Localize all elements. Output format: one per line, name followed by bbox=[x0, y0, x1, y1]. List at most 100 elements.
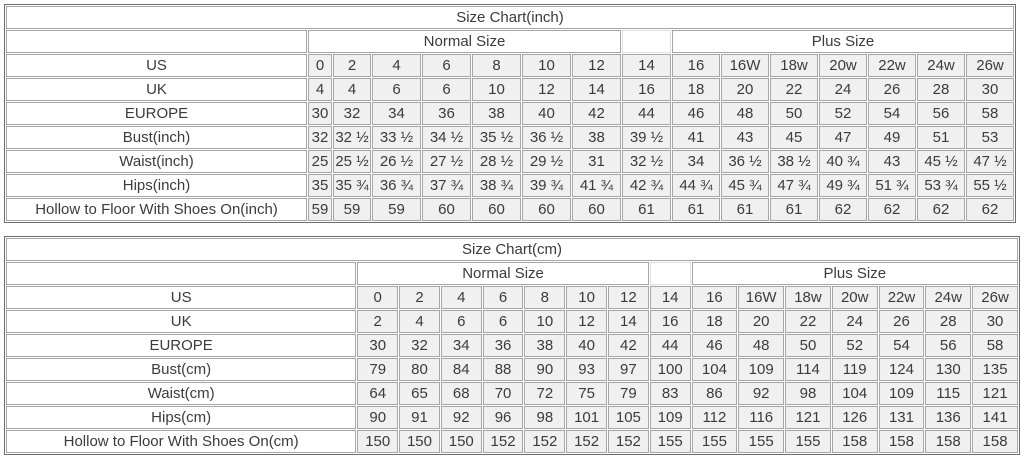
size-cell: 12 bbox=[522, 78, 571, 101]
size-cell: 90 bbox=[524, 358, 566, 381]
size-cell: 0 bbox=[357, 286, 399, 309]
size-cell: 61 bbox=[721, 198, 769, 221]
size-cell: 12 bbox=[608, 286, 649, 309]
size-cell: 37 ¾ bbox=[422, 174, 471, 197]
size-cell: 35 bbox=[308, 174, 332, 197]
size-cell: 20w bbox=[831, 286, 878, 309]
table-row: EUROPE 30 32 34 36 38 40 42 44 46 48 50 52 54 56 58 bbox=[6, 334, 1018, 357]
size-cell: 84 bbox=[440, 358, 482, 381]
size-cell: 31 bbox=[572, 150, 621, 173]
size-cell: 50 bbox=[785, 334, 831, 357]
size-cell: 18w bbox=[770, 54, 818, 77]
size-cell: 79 bbox=[608, 382, 649, 405]
group-header-gap-cell bbox=[649, 262, 691, 285]
size-cell: 72 bbox=[524, 382, 566, 405]
size-cell: 92 bbox=[440, 406, 482, 429]
size-cell: 20 bbox=[738, 310, 785, 333]
table-title: Size Chart(inch) bbox=[6, 6, 1014, 29]
size-cell: 4 bbox=[440, 286, 482, 309]
size-cell: 6 bbox=[440, 310, 482, 333]
size-cell: 70 bbox=[482, 382, 524, 405]
row-label: EUROPE bbox=[6, 102, 307, 125]
size-cell: 48 bbox=[738, 334, 785, 357]
size-cell: 98 bbox=[524, 406, 566, 429]
size-cell: 93 bbox=[566, 358, 607, 381]
size-cell: 55 ½ bbox=[966, 174, 1014, 197]
size-cell: 42 ¾ bbox=[622, 174, 671, 197]
size-cell: 24w bbox=[925, 286, 972, 309]
size-cell: 59 bbox=[308, 198, 332, 221]
size-cell: 40 bbox=[522, 102, 571, 125]
cm-table-body: Size Chart(cm) Normal Size Plus Size US 0 2 4 6… bbox=[6, 238, 1018, 453]
size-cell: 119 bbox=[831, 358, 878, 381]
size-cell: 58 bbox=[972, 334, 1018, 357]
size-cell: 10 bbox=[522, 54, 571, 77]
size-cell: 35 ½ bbox=[472, 126, 521, 149]
row-label: Hollow to Floor With Shoes On(inch) bbox=[6, 198, 307, 221]
size-cell: 18 bbox=[691, 310, 738, 333]
size-cell: 121 bbox=[785, 406, 831, 429]
size-cell: 79 bbox=[357, 358, 399, 381]
size-cell: 20w bbox=[819, 54, 867, 77]
size-cell: 14 bbox=[622, 54, 671, 77]
size-cell: 53 ¾ bbox=[917, 174, 965, 197]
size-cell: 92 bbox=[738, 382, 785, 405]
size-cell: 60 bbox=[522, 198, 571, 221]
size-cell: 30 bbox=[357, 334, 399, 357]
row-label: Hips(inch) bbox=[6, 174, 307, 197]
size-cell: 135 bbox=[972, 358, 1018, 381]
size-cell: 83 bbox=[649, 382, 691, 405]
row-label: Hips(cm) bbox=[6, 406, 357, 429]
size-cell: 32 bbox=[308, 126, 332, 149]
size-cell: 46 bbox=[691, 334, 738, 357]
size-cell: 14 bbox=[649, 286, 691, 309]
size-cell: 43 bbox=[721, 126, 769, 149]
group-header-gap-cell bbox=[622, 30, 671, 53]
size-cell: 32 bbox=[333, 102, 371, 125]
group-header-normal: Normal Size bbox=[357, 262, 649, 285]
size-cell: 18 bbox=[672, 78, 720, 101]
size-cell: 155 bbox=[785, 430, 831, 453]
size-cell: 2 bbox=[357, 310, 399, 333]
size-cell: 36 bbox=[482, 334, 524, 357]
size-cell: 24w bbox=[917, 54, 965, 77]
group-header-plus: Plus Size bbox=[691, 262, 1018, 285]
size-cell: 90 bbox=[357, 406, 399, 429]
row-label-blank bbox=[6, 30, 307, 53]
size-cell: 14 bbox=[572, 78, 621, 101]
size-cell: 47 bbox=[819, 126, 867, 149]
size-cell: 136 bbox=[925, 406, 972, 429]
size-cell: 152 bbox=[482, 430, 524, 453]
size-cell: 27 ½ bbox=[422, 150, 471, 173]
row-label: EUROPE bbox=[6, 334, 357, 357]
row-label: Bust(cm) bbox=[6, 358, 357, 381]
size-cell: 54 bbox=[878, 334, 925, 357]
size-cell: 109 bbox=[738, 358, 785, 381]
size-cell: 152 bbox=[608, 430, 649, 453]
table-row: Hollow to Floor With Shoes On(inch) 59 59 5… bbox=[6, 198, 1014, 221]
size-cell: 56 bbox=[925, 334, 972, 357]
size-cell: 44 bbox=[649, 334, 691, 357]
size-cell: 49 bbox=[868, 126, 916, 149]
size-cell: 38 bbox=[524, 334, 566, 357]
size-cell: 8 bbox=[524, 286, 566, 309]
size-cell: 38 ¾ bbox=[472, 174, 521, 197]
size-cell: 45 bbox=[770, 126, 818, 149]
size-cell: 6 bbox=[422, 54, 471, 77]
size-cell: 62 bbox=[917, 198, 965, 221]
row-label: Hollow to Floor With Shoes On(cm) bbox=[6, 430, 357, 453]
size-cell: 109 bbox=[878, 382, 925, 405]
size-cell: 25 bbox=[308, 150, 332, 173]
size-cell: 25 ½ bbox=[333, 150, 371, 173]
size-cell: 49 ¾ bbox=[819, 174, 867, 197]
size-cell: 75 bbox=[566, 382, 607, 405]
size-cell: 155 bbox=[691, 430, 738, 453]
row-label: UK bbox=[6, 310, 357, 333]
size-cell: 32 ½ bbox=[622, 150, 671, 173]
size-cell: 62 bbox=[868, 198, 916, 221]
size-cell: 28 bbox=[925, 310, 972, 333]
size-cell: 68 bbox=[440, 382, 482, 405]
size-cell: 22 bbox=[770, 78, 818, 101]
size-cell: 30 bbox=[308, 102, 332, 125]
size-cell: 26 ½ bbox=[372, 150, 421, 173]
